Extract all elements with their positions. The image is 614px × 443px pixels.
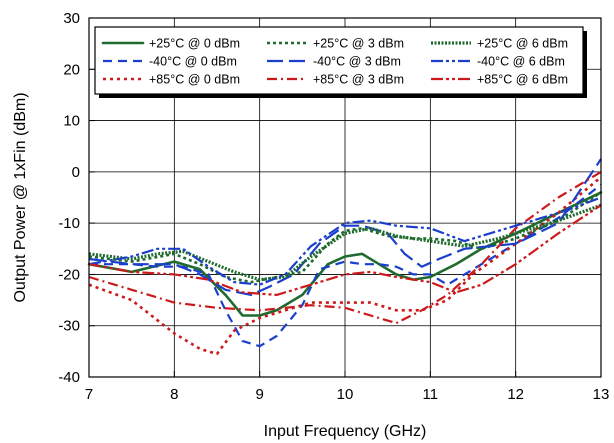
x-tick-label: 12 xyxy=(507,386,524,403)
y-tick-label: 10 xyxy=(63,113,80,130)
x-tick-label: 11 xyxy=(423,386,439,403)
x-tick-label: 8 xyxy=(170,386,178,403)
series-line-40-c-6-dbm xyxy=(88,196,602,286)
legend-label: +25°C @ 6 dBm xyxy=(477,37,568,51)
series-line-25-c-6-dbm xyxy=(88,203,602,282)
legend-label: +85°C @ 0 dBm xyxy=(149,73,240,87)
series-line-85-c-6-dbm xyxy=(88,204,602,296)
series-line-40-c-3-dbm xyxy=(88,158,602,296)
x-tick-label: 9 xyxy=(255,386,263,403)
plot-frame xyxy=(88,17,602,378)
x-tick-label: 7 xyxy=(85,386,93,403)
legend-label: +25°C @ 0 dBm xyxy=(149,37,240,51)
legend-label: +25°C @ 3 dBm xyxy=(313,37,404,51)
legend: +25°C @ 0 dBm -40°C @ 0 dBm +85°C @ 0 dBm +… xyxy=(94,26,587,98)
series-line-40-c-0-dbm xyxy=(89,183,602,348)
y-tick-label: -30 xyxy=(58,318,80,335)
x-axis-title: Input Frequency (GHz) xyxy=(264,423,427,440)
legend-label: -40°C @ 3 dBm xyxy=(313,55,401,69)
y-tick-label: -10 xyxy=(58,215,80,232)
legend-label: +85°C @ 6 dBm xyxy=(477,73,568,87)
legend-box xyxy=(94,26,584,95)
y-tick-label: -40 xyxy=(58,369,80,386)
y-tick-label: -20 xyxy=(58,266,80,283)
series-line-85-c-3-dbm xyxy=(88,170,602,325)
y-tick-label: 30 xyxy=(63,10,80,27)
x-tick-label: 13 xyxy=(593,386,610,403)
y-tick-label: 20 xyxy=(63,61,80,78)
y-tick-label: 0 xyxy=(72,164,80,181)
y-axis-title: Output Power @ 1xFin (dBm) xyxy=(12,92,29,302)
tick-labels: -40 -30 -20 -10 0 10 20 30 7 8 9 10 11 12 13 xyxy=(58,10,609,403)
x-tick-label: 10 xyxy=(337,386,354,403)
legend-label: -40°C @ 0 dBm xyxy=(149,55,237,69)
series-line-85-c-0-dbm xyxy=(88,176,602,356)
series-group xyxy=(87,158,603,356)
legend-label: +85°C @ 3 dBm xyxy=(313,73,404,87)
legend-label: -40°C @ 6 dBm xyxy=(477,55,565,69)
series-line-25-c-0-dbm xyxy=(87,191,603,317)
